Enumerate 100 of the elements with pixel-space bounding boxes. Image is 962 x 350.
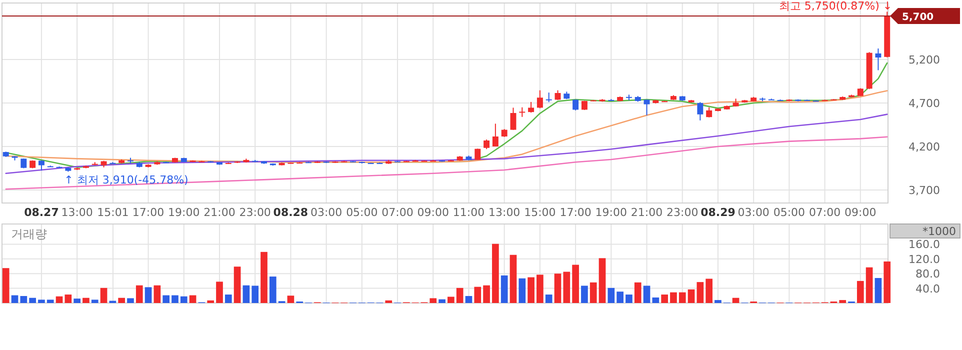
candlestick	[528, 101, 534, 114]
bar	[269, 276, 276, 303]
x-tick-label: 19:00	[595, 206, 628, 219]
y-tick-label: 80.0	[916, 268, 940, 281]
bar	[144, 287, 152, 303]
x-tick-label: 07:00	[808, 206, 841, 219]
x-tick-label: 23:00	[666, 206, 698, 219]
bar	[598, 258, 606, 303]
y-tick-label: 4,700	[908, 97, 940, 110]
bar	[430, 298, 437, 303]
bar	[510, 254, 517, 303]
bar	[563, 272, 570, 303]
bar	[224, 294, 232, 303]
bar	[643, 286, 650, 303]
bar	[732, 298, 740, 303]
candlestick	[492, 123, 498, 147]
x-tick-label: 15:00	[524, 206, 556, 219]
bar	[626, 294, 632, 303]
bar	[100, 288, 108, 303]
candlestick	[706, 106, 712, 118]
bar	[661, 294, 668, 303]
bar	[483, 285, 490, 303]
bar	[536, 274, 544, 303]
x-tick-label: 09:00	[844, 206, 876, 219]
bar	[616, 292, 624, 303]
x-tick-label: 07:00	[382, 206, 414, 219]
bar	[74, 298, 80, 303]
x-tick-label: 15:01	[97, 206, 129, 219]
x-tick-label: 08.29	[700, 206, 736, 219]
candlestick	[474, 148, 481, 160]
bar	[500, 275, 508, 303]
candlestick	[572, 99, 579, 111]
bar	[706, 278, 712, 303]
ref-line-label: 5,700	[902, 12, 934, 24]
bar	[29, 298, 36, 303]
y-tick-label: 3,700	[908, 184, 940, 197]
candlestick	[484, 139, 490, 150]
bar	[465, 296, 472, 303]
bar	[64, 294, 72, 303]
annotation: 최고 5,750(0.87%) ↓	[778, 0, 892, 13]
bar	[581, 286, 588, 303]
bar	[11, 295, 18, 303]
bar	[242, 285, 250, 303]
chart-title: 거래량	[11, 227, 47, 241]
bar	[216, 282, 223, 303]
bar	[438, 299, 446, 303]
x-tick-label: 05:00	[773, 206, 806, 219]
bar	[136, 285, 143, 303]
x-tick-label: 19:00	[168, 206, 200, 219]
bar	[189, 295, 196, 303]
y-tick-label: 40.0	[916, 282, 940, 296]
bar	[572, 264, 579, 303]
bar	[162, 295, 170, 303]
bar	[590, 282, 597, 303]
bar	[456, 288, 464, 303]
bar	[172, 295, 178, 303]
bar	[696, 282, 704, 303]
bar	[56, 296, 63, 303]
y-axis-title: *1000	[922, 225, 956, 238]
candlestick	[697, 102, 704, 121]
candlestick	[536, 90, 543, 109]
candlestick	[519, 106, 526, 118]
bar	[38, 300, 45, 303]
y-tick-label: 120.0	[908, 252, 940, 266]
bar	[20, 296, 28, 303]
x-tick-label: 21:00	[204, 206, 236, 219]
y-tick-label: 160.0	[908, 238, 940, 252]
bar	[608, 288, 615, 303]
candlestick	[644, 99, 650, 116]
bar	[118, 298, 125, 303]
bar	[545, 294, 552, 303]
bar	[207, 300, 214, 303]
bar	[688, 289, 695, 303]
bar	[154, 285, 161, 303]
x-tick-label: 23:00	[239, 206, 271, 219]
bar	[180, 296, 188, 303]
bar	[678, 292, 686, 303]
candlestick	[875, 48, 882, 71]
bar	[866, 267, 873, 303]
bar	[856, 280, 864, 303]
y-tick-label: 5,200	[908, 54, 940, 67]
x-tick-label: 03:00	[738, 206, 770, 219]
bar	[492, 244, 499, 303]
bar	[46, 300, 54, 303]
bar	[2, 268, 10, 303]
x-tick-label: 08.27	[24, 206, 59, 219]
bar	[670, 292, 677, 303]
bar	[287, 296, 294, 303]
x-tick-label: 17:00	[132, 206, 164, 219]
x-tick-label: 13:00	[488, 206, 520, 219]
y-tick-label: 4,200	[908, 140, 940, 154]
x-tick-label: 09:00	[417, 206, 449, 219]
bar	[839, 300, 846, 303]
bar	[884, 261, 891, 303]
bar	[82, 298, 90, 303]
annotation: ↑ 최저 3,910(-45.78%)	[64, 174, 188, 187]
bar	[448, 296, 454, 303]
bar	[252, 286, 259, 303]
x-tick-label: 17:00	[560, 206, 592, 219]
bar	[652, 297, 660, 303]
